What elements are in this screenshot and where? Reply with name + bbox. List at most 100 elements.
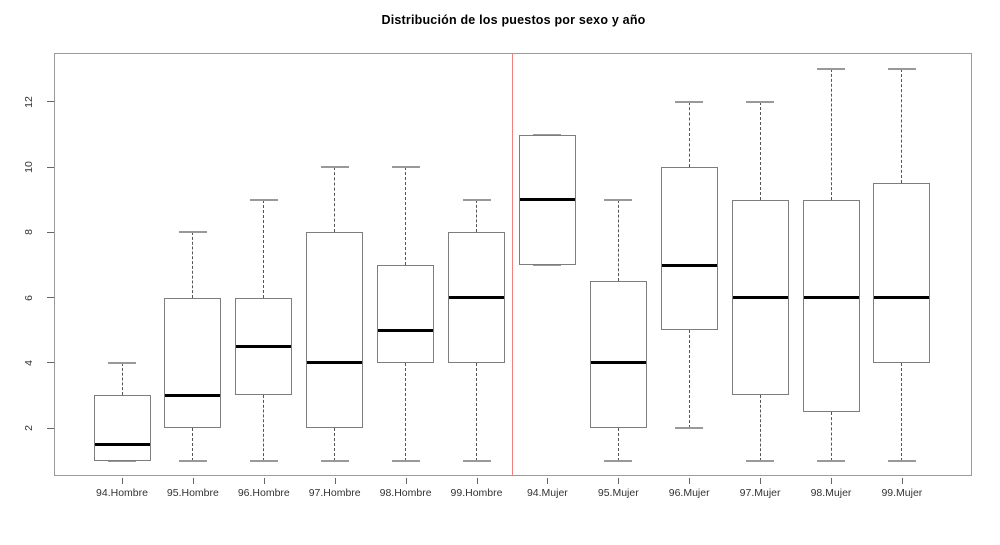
whisker-cap-high-98-hombre: [391, 166, 420, 169]
y-axis-tick-label: 8: [23, 229, 35, 236]
whisker-lower-99-hombre: [476, 362, 477, 461]
median-95-mujer: [590, 361, 646, 365]
x-axis-tick-label-94-hombre: 94.Hombre: [96, 487, 148, 499]
y-axis-tick-label: 12: [23, 96, 35, 108]
whisker-upper-96-hombre: [263, 199, 265, 298]
whisker-upper-98-mujer: [830, 69, 832, 200]
median-97-hombre: [307, 361, 363, 365]
x-axis-tick-label-98-hombre: 98.Hombre: [379, 487, 432, 499]
whisker-lower-96-hombre: [263, 395, 265, 461]
whisker-cap-high-95-hombre: [178, 231, 207, 234]
whisker-cap-high-96-mujer: [675, 100, 704, 103]
whisker-cap-high-96-hombre: [249, 198, 278, 201]
box-94-hombre: [93, 395, 151, 461]
x-axis-tick-label-95-mujer: 95.Mujer: [597, 487, 639, 499]
median-95-hombre: [165, 393, 221, 397]
median-94-mujer: [519, 198, 575, 202]
x-axis-tick: [192, 478, 194, 484]
whisker-cap-high-98-mujer: [817, 68, 845, 71]
box-96-mujer: [660, 167, 718, 331]
x-axis-tick-label-96-hombre: 96.Hombre: [237, 487, 290, 499]
median-99-mujer: [874, 296, 930, 300]
whisker-lower-96-mujer: [688, 330, 690, 429]
whisker-upper-97-hombre: [334, 167, 336, 233]
box-98-mujer: [802, 199, 860, 412]
box-98-hombre: [377, 265, 435, 363]
whisker-cap-high-99-hombre: [462, 198, 491, 201]
x-axis-tick-label-97-mujer: 97.Mujer: [739, 487, 781, 499]
whisker-cap-low-99-hombre: [462, 459, 491, 462]
whisker-upper-99-hombre: [476, 199, 477, 233]
whisker-lower-98-mujer: [830, 411, 832, 461]
whisker-cap-low-97-hombre: [320, 459, 349, 462]
median-99-hombre: [449, 296, 504, 300]
whisker-lower-97-mujer: [759, 395, 761, 461]
whisker-cap-low-94-mujer: [533, 264, 562, 266]
whisker-lower-97-hombre: [334, 428, 336, 461]
x-axis-tick-label-99-hombre: 99.Hombre: [450, 487, 503, 499]
median-96-hombre: [236, 345, 292, 349]
whisker-cap-low-99-mujer: [887, 459, 916, 462]
x-axis-tick: [689, 478, 691, 484]
y-axis-tick: [47, 427, 54, 429]
y-axis-tick: [47, 231, 54, 233]
box-97-hombre: [306, 232, 364, 429]
box-95-mujer: [589, 281, 647, 429]
whisker-upper-94-hombre: [121, 362, 123, 396]
whisker-cap-low-97-mujer: [746, 459, 775, 462]
box-95-hombre: [164, 297, 222, 429]
y-axis-tick-label: 6: [23, 294, 35, 301]
x-axis-tick-label-95-hombre: 95.Hombre: [166, 487, 219, 499]
whisker-cap-high-97-mujer: [746, 100, 775, 103]
y-axis-tick-label: 2: [23, 425, 35, 431]
x-axis-tick: [334, 478, 336, 484]
x-axis-tick: [263, 478, 265, 484]
chart-title: Distribución de los puestos por sexo y a…: [381, 13, 646, 27]
whisker-cap-low-95-hombre: [178, 459, 207, 462]
whisker-upper-96-mujer: [688, 101, 690, 168]
whisker-upper-97-mujer: [759, 101, 761, 200]
x-axis-tick: [476, 478, 478, 484]
group-divider-line: [511, 54, 513, 476]
whisker-cap-high-94-hombre: [108, 361, 136, 364]
x-axis-tick: [122, 478, 123, 484]
whisker-lower-99-mujer: [901, 362, 903, 461]
x-axis-tick: [618, 478, 620, 484]
x-axis-tick-label-99-mujer: 99.Mujer: [881, 487, 923, 499]
whisker-upper-99-mujer: [901, 69, 903, 184]
whisker-lower-95-hombre: [192, 428, 194, 461]
x-axis-tick: [760, 478, 762, 484]
whisker-cap-low-95-mujer: [604, 459, 633, 462]
median-98-mujer: [803, 296, 859, 300]
whisker-cap-low-98-hombre: [391, 459, 420, 462]
whisker-lower-95-mujer: [617, 428, 619, 461]
median-97-mujer: [732, 296, 788, 300]
y-axis-tick-label: 4: [23, 359, 35, 366]
x-axis-tick-label-98-mujer: 98.Mujer: [810, 487, 852, 499]
x-axis-tick: [547, 478, 549, 484]
x-axis-tick: [405, 478, 407, 484]
whisker-cap-high-99-mujer: [887, 68, 916, 71]
y-axis-tick-label: 10: [23, 161, 35, 173]
whisker-upper-95-hombre: [192, 232, 194, 298]
x-axis-tick: [831, 478, 832, 484]
y-axis-tick: [47, 166, 54, 168]
median-98-hombre: [378, 328, 434, 332]
x-axis-tick-label-97-hombre: 97.Hombre: [308, 487, 361, 499]
x-axis-tick-label-96-mujer: 96.Mujer: [668, 487, 710, 499]
box-99-mujer: [873, 183, 931, 363]
median-96-mujer: [661, 263, 717, 267]
y-axis-tick: [47, 362, 54, 364]
y-axis-tick: [47, 297, 54, 299]
whisker-cap-low-96-hombre: [249, 459, 278, 462]
x-axis-tick-label-94-mujer: 94.Mujer: [526, 487, 568, 499]
x-axis-tick: [901, 478, 903, 484]
y-axis-tick: [47, 101, 54, 103]
median-94-hombre: [94, 442, 150, 446]
whisker-cap-low-98-mujer: [817, 459, 845, 462]
whisker-upper-95-mujer: [617, 199, 619, 282]
whisker-lower-98-hombre: [405, 362, 407, 461]
whisker-upper-98-hombre: [405, 167, 407, 265]
whisker-cap-low-96-mujer: [675, 427, 704, 430]
